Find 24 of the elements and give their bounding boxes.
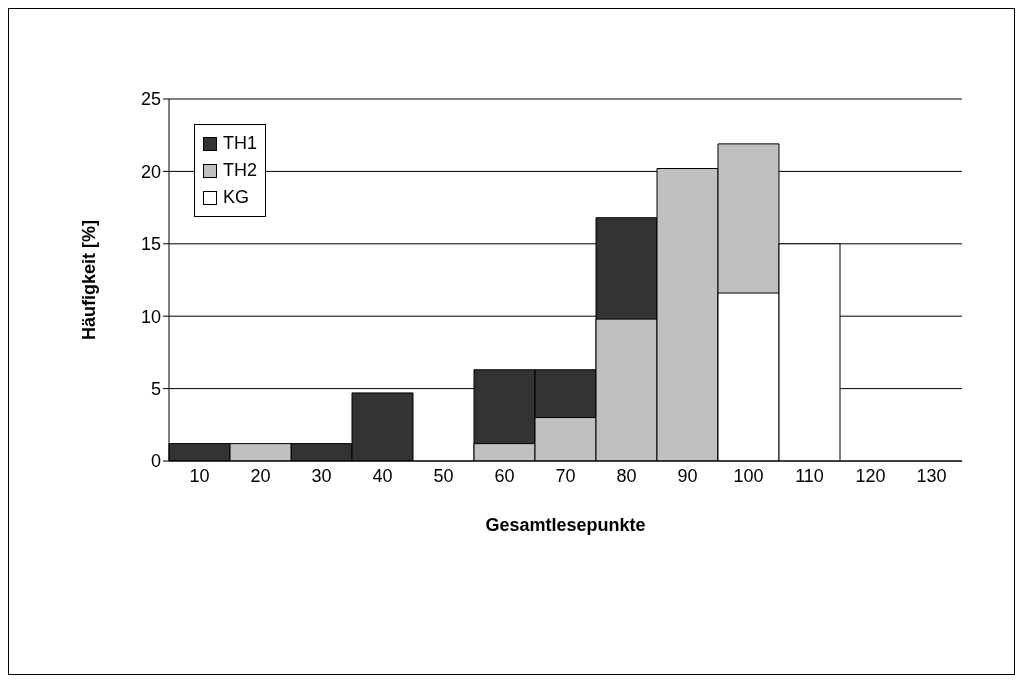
x-tick-label: 70 xyxy=(555,465,576,486)
x-tick-label: 130 xyxy=(916,465,947,486)
x-axis-title: Gesamtlesepunkte xyxy=(485,515,646,535)
y-tick-label: 25 xyxy=(140,89,161,110)
x-tick-label: 80 xyxy=(616,465,637,486)
y-tick-label: 20 xyxy=(140,161,161,182)
legend-label: KG xyxy=(223,187,250,208)
x-tick-label: 10 xyxy=(189,465,210,486)
y-tick-label: 15 xyxy=(140,234,161,255)
x-tick-label: 120 xyxy=(855,465,886,486)
legend-label: TH1 xyxy=(223,133,258,154)
legend-label: TH2 xyxy=(223,160,258,181)
x-tick-label: 100 xyxy=(733,465,764,486)
x-tick-label: 90 xyxy=(677,465,698,486)
y-axis-title: Häufigkeit [%] xyxy=(79,219,100,341)
x-tick-label: 40 xyxy=(372,465,393,486)
y-tick-label: 5 xyxy=(150,378,161,399)
x-tick-label: 20 xyxy=(250,465,271,486)
x-tick-label: 60 xyxy=(494,465,515,486)
x-tick-label: 110 xyxy=(795,465,824,486)
y-tick-label: 10 xyxy=(140,306,161,327)
y-tick-label: 0 xyxy=(150,451,161,472)
x-tick-label: 30 xyxy=(311,465,332,486)
x-tick-label: 50 xyxy=(433,465,454,486)
